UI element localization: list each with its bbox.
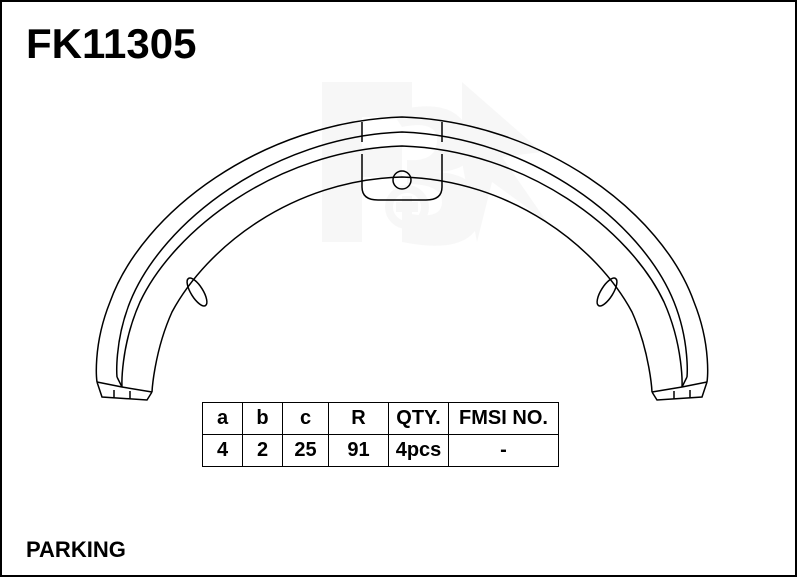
cell-r: 91 <box>329 435 389 467</box>
cell-a: 4 <box>203 435 243 467</box>
cell-qty: 4pcs <box>389 435 449 467</box>
brake-shoe-diagram <box>62 102 742 402</box>
col-header-a: a <box>203 403 243 435</box>
cell-c: 25 <box>283 435 329 467</box>
table-header-row: a b c R QTY. FMSI NO. <box>203 403 559 435</box>
col-header-b: b <box>243 403 283 435</box>
col-header-r: R <box>329 403 389 435</box>
drawing-frame: FK11305 <box>0 0 797 577</box>
part-number: FK11305 <box>26 20 196 68</box>
col-header-c: c <box>283 403 329 435</box>
cell-b: 2 <box>243 435 283 467</box>
cell-fmsi: - <box>449 435 559 467</box>
col-header-fmsi: FMSI NO. <box>449 403 559 435</box>
footer-label: PARKING <box>26 537 126 563</box>
spec-table: a b c R QTY. FMSI NO. 4 2 25 91 4pcs - <box>202 402 559 467</box>
col-header-qty: QTY. <box>389 403 449 435</box>
table-row: 4 2 25 91 4pcs - <box>203 435 559 467</box>
